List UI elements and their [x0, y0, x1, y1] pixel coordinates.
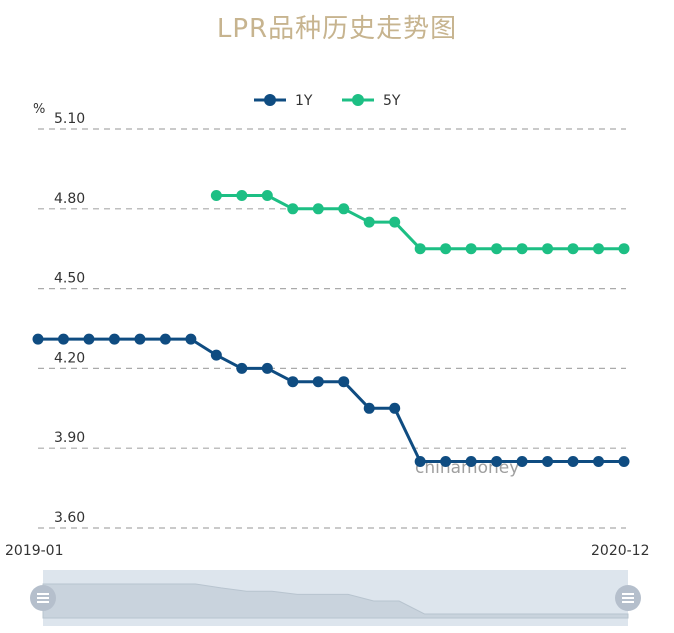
- data-point[interactable]: [57, 333, 69, 345]
- data-point[interactable]: [440, 243, 452, 255]
- legend-label-1y: 1Y: [295, 93, 313, 109]
- series-line-1y: [38, 337, 624, 463]
- legend-item-1y[interactable]: 1Y: [254, 93, 313, 109]
- data-point[interactable]: [389, 216, 401, 228]
- data-point[interactable]: [83, 333, 95, 345]
- x-start-label: 2019-01: [5, 543, 64, 559]
- data-point[interactable]: [465, 243, 477, 255]
- data-point[interactable]: [491, 456, 503, 467]
- data-point[interactable]: [593, 456, 605, 467]
- y-tick-label: 5.10: [54, 111, 85, 127]
- data-point[interactable]: [261, 190, 273, 201]
- x-end-label: 2020-12: [591, 543, 650, 559]
- zoom-preview-area: [42, 583, 629, 619]
- data-point[interactable]: [414, 456, 426, 467]
- y-axis-ticks: 5.10 4.80 4.50 4.20 3.90 3.60: [54, 111, 85, 526]
- data-point[interactable]: [261, 362, 273, 374]
- y-tick-label: 3.60: [54, 510, 85, 526]
- chart-title: LPR品种历史走势图: [216, 14, 458, 44]
- data-point[interactable]: [363, 216, 375, 228]
- data-point[interactable]: [210, 349, 222, 361]
- data-point[interactable]: [465, 456, 477, 467]
- y-tick-label: 4.80: [54, 191, 85, 207]
- data-point[interactable]: [363, 402, 375, 414]
- data-point[interactable]: [312, 376, 324, 388]
- legend-label-5y: 5Y: [383, 93, 401, 109]
- series-layer: [32, 190, 630, 467]
- data-point[interactable]: [32, 333, 44, 345]
- data-point[interactable]: [134, 333, 146, 345]
- data-point[interactable]: [567, 243, 579, 255]
- data-point[interactable]: [389, 402, 401, 414]
- data-point[interactable]: [312, 203, 324, 215]
- data-point[interactable]: [236, 190, 248, 201]
- y-tick-label: 3.90: [54, 430, 85, 446]
- data-point[interactable]: [159, 333, 171, 345]
- zoom-handle-left[interactable]: [30, 585, 56, 611]
- data-point[interactable]: [236, 362, 248, 374]
- data-point[interactable]: [210, 190, 222, 201]
- data-point[interactable]: [516, 456, 528, 467]
- data-point[interactable]: [542, 456, 554, 467]
- data-point[interactable]: [491, 243, 503, 255]
- data-point[interactable]: [618, 243, 630, 255]
- gridlines: [38, 128, 626, 529]
- data-point[interactable]: [185, 333, 197, 345]
- series-line-5y: [216, 194, 624, 251]
- data-point[interactable]: [567, 456, 579, 467]
- zoom-handle-right[interactable]: [615, 585, 641, 611]
- data-point[interactable]: [542, 243, 554, 255]
- y-tick-label: 4.50: [54, 271, 85, 287]
- legend[interactable]: 1Y 5Y: [254, 93, 401, 109]
- data-point[interactable]: [287, 203, 299, 215]
- data-point[interactable]: [338, 376, 350, 388]
- data-point[interactable]: [108, 333, 120, 345]
- data-point[interactable]: [516, 243, 528, 255]
- data-point[interactable]: [338, 203, 350, 215]
- data-zoom-slider[interactable]: [30, 570, 641, 626]
- y-tick-label: 4.20: [54, 350, 85, 366]
- series-5y: [210, 190, 630, 255]
- data-point[interactable]: [618, 456, 630, 467]
- data-point[interactable]: [593, 243, 605, 255]
- legend-item-5y[interactable]: 5Y: [342, 93, 401, 109]
- data-point[interactable]: [287, 376, 299, 388]
- series-1y: [32, 333, 630, 467]
- y-unit-label: %: [33, 102, 45, 117]
- data-point[interactable]: [414, 243, 426, 255]
- data-point[interactable]: [440, 456, 452, 467]
